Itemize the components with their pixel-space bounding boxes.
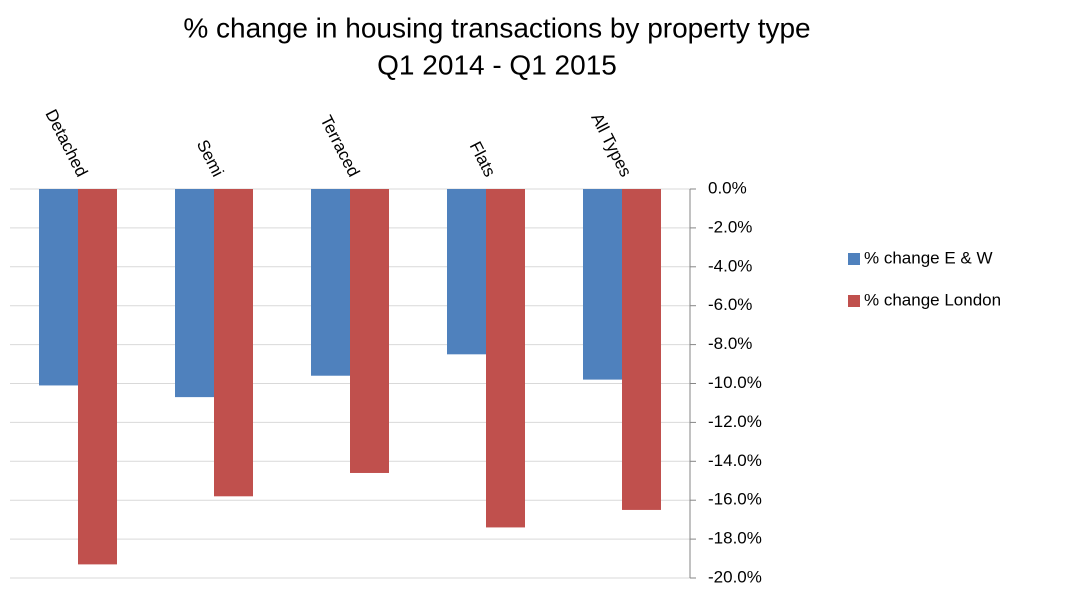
x-tick-label: Terraced xyxy=(316,112,363,180)
y-tick-label: -14.0% xyxy=(708,451,762,470)
legend-label: % change London xyxy=(864,290,1001,309)
y-tick-label: -16.0% xyxy=(708,490,762,509)
y-tick-label: -4.0% xyxy=(708,256,752,275)
x-tick-label: Detached xyxy=(41,106,91,179)
x-tick-label: All Types xyxy=(587,110,635,180)
bar xyxy=(350,189,389,473)
bar xyxy=(214,189,253,497)
y-tick-label: -8.0% xyxy=(708,334,752,353)
bar xyxy=(311,189,350,376)
bar xyxy=(78,189,117,565)
y-tick-label: -20.0% xyxy=(708,567,762,586)
chart-subtitle: Q1 2014 - Q1 2015 xyxy=(377,49,617,80)
y-tick-label: -10.0% xyxy=(708,373,762,392)
bar xyxy=(39,189,78,386)
bar xyxy=(175,189,214,398)
y-tick-label: -2.0% xyxy=(708,217,752,236)
bar xyxy=(447,189,486,355)
y-tick-label: 0.0% xyxy=(708,178,747,197)
bar xyxy=(583,189,622,380)
y-tick-label: -18.0% xyxy=(708,529,762,548)
x-tick-label: Flats xyxy=(466,138,500,179)
legend-swatch xyxy=(848,253,860,265)
legend-swatch xyxy=(848,295,860,307)
bar xyxy=(486,189,525,528)
legend-label: % change E & W xyxy=(864,248,993,267)
chart-title: % change in housing transactions by prop… xyxy=(183,12,810,43)
bar xyxy=(622,189,661,510)
y-tick-label: -6.0% xyxy=(708,295,752,314)
x-tick-label: Semi xyxy=(193,137,228,180)
y-tick-label: -12.0% xyxy=(708,412,762,431)
